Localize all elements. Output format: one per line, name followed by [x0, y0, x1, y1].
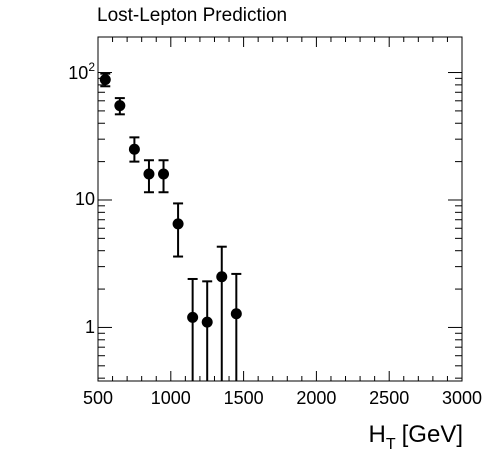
data-point [114, 100, 126, 112]
data-point-group [99, 72, 111, 88]
data-point [201, 316, 213, 328]
data-point [216, 271, 228, 283]
data-point-group [216, 245, 228, 381]
data-point-group [187, 277, 199, 381]
y-tick-label-10: 10 [75, 189, 95, 209]
data-point-group [201, 280, 213, 381]
x-axis-title: HT [GeV] [369, 421, 463, 453]
y-axis [98, 72, 462, 379]
x-tick-label: 1000 [151, 388, 191, 408]
x-tick-label: 500 [83, 388, 113, 408]
data-point [128, 143, 140, 155]
data-point [143, 168, 155, 180]
y-tick-label-100: 102 [68, 60, 95, 83]
data-point-group [172, 202, 184, 258]
data-point [230, 308, 242, 320]
data-point-group [158, 159, 170, 194]
data-series [99, 72, 242, 381]
data-point [187, 311, 199, 323]
x-tick-label: 3000 [442, 388, 482, 408]
x-axis: 500 1000 1500 2000 2500 3000 [83, 37, 482, 408]
y-tick-label-1: 1 [85, 317, 95, 337]
plot-frame [97, 36, 463, 382]
chart-title: Lost-Lepton Prediction [97, 5, 287, 26]
data-point [99, 74, 111, 86]
data-point-group [230, 272, 242, 381]
data-point-group [143, 159, 155, 194]
data-point [158, 168, 170, 180]
x-tick-label: 2500 [369, 388, 409, 408]
data-point-group [114, 97, 126, 116]
data-point-group [128, 136, 140, 163]
x-tick-label: 2000 [296, 388, 336, 408]
data-point [172, 218, 184, 230]
x-tick-label: 1500 [224, 388, 264, 408]
